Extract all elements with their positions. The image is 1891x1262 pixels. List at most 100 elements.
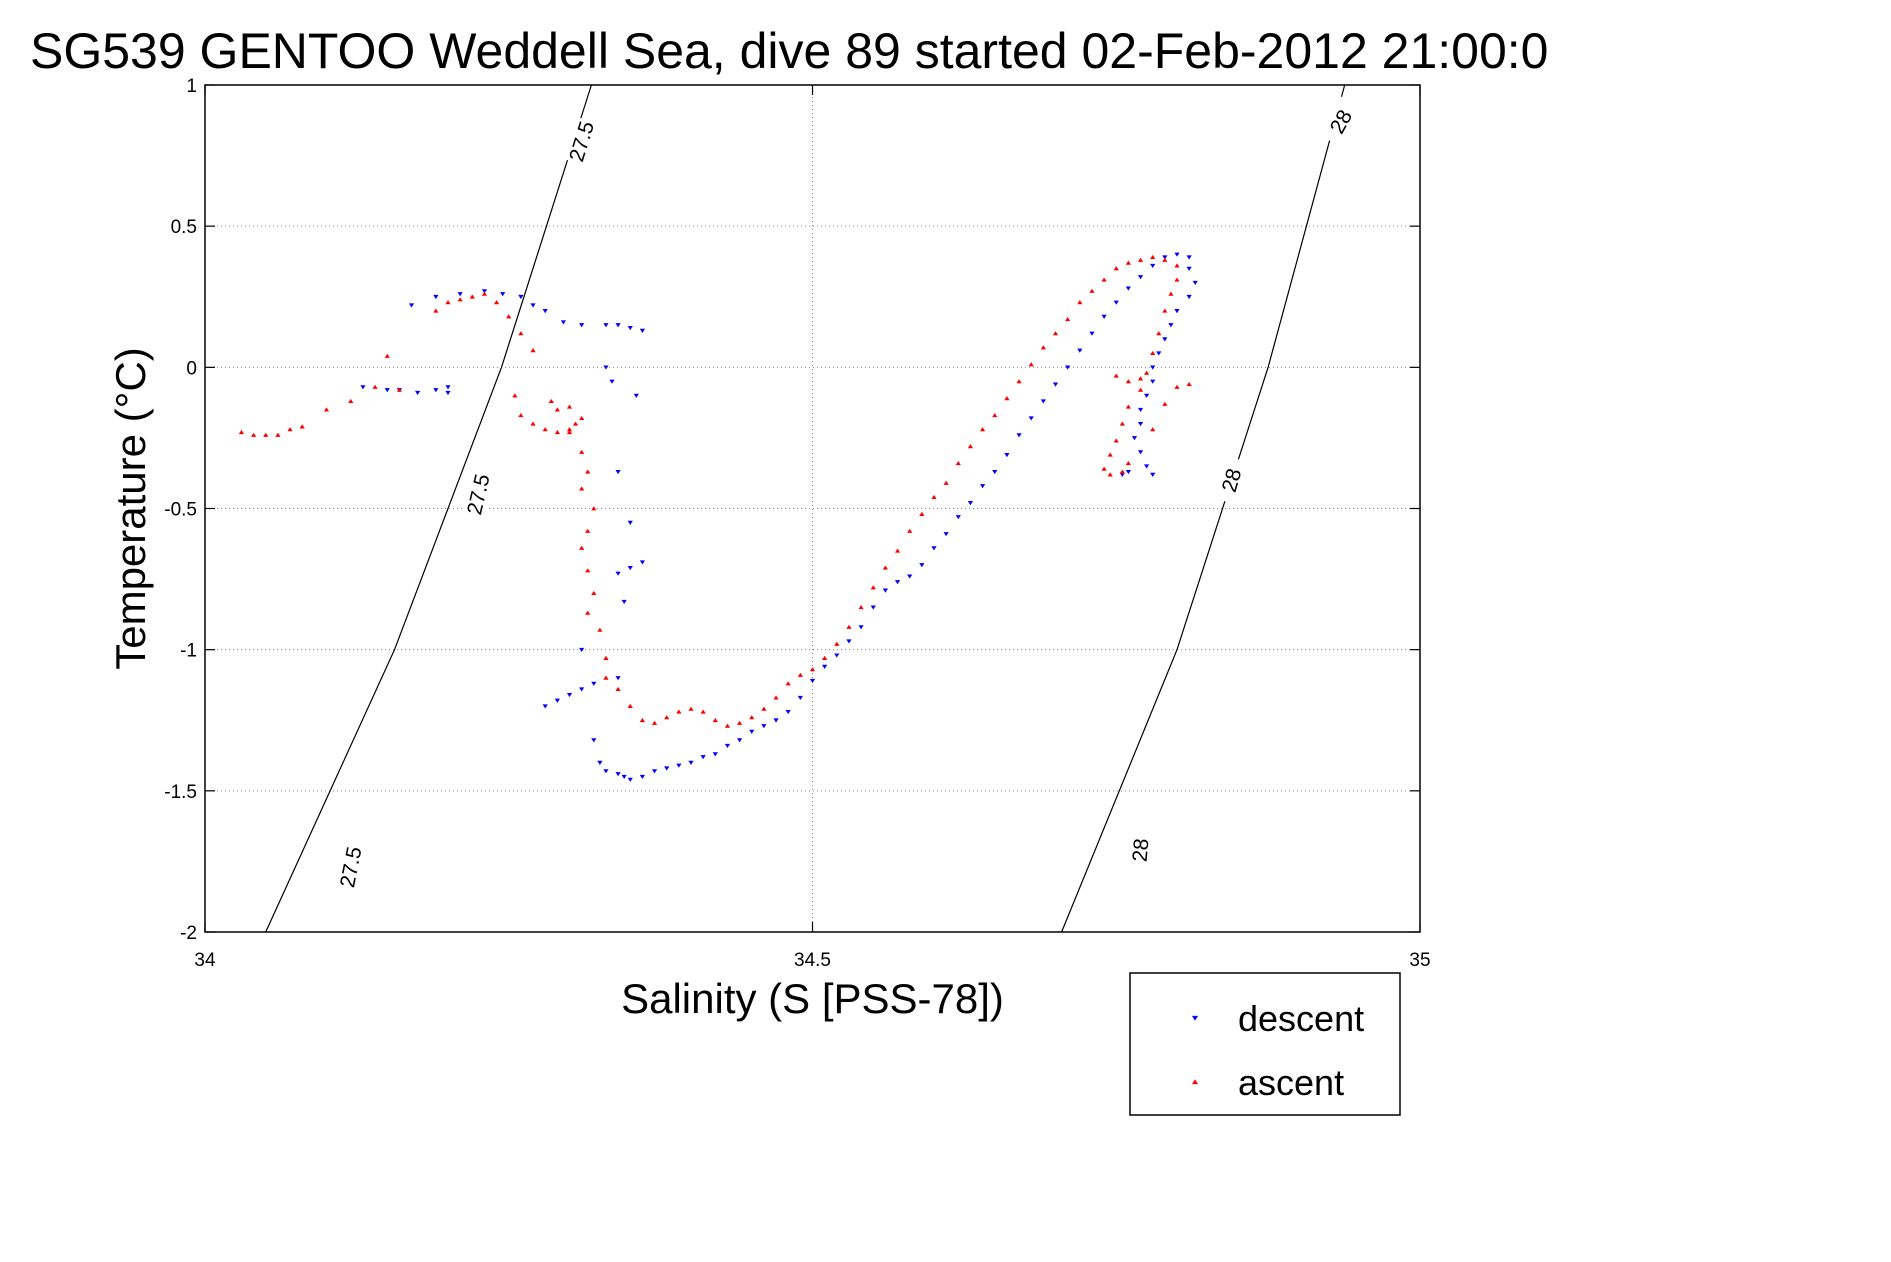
point-descent — [609, 379, 615, 384]
y-tick-label: -2 — [180, 923, 197, 944]
y-tick-label: -1 — [180, 641, 197, 662]
point-descent — [633, 393, 639, 398]
point-ascent — [554, 429, 560, 435]
point-descent — [481, 289, 488, 294]
point-descent — [1150, 263, 1156, 269]
point-descent — [846, 639, 852, 644]
point-ascent — [773, 695, 779, 700]
y-tick-label: 0.5 — [171, 217, 197, 238]
contour-labels: 27.5 27.5 27.5 28 28 28 — [333, 96, 1364, 892]
point-descent — [1052, 382, 1059, 387]
point-descent — [651, 769, 658, 774]
point-descent — [615, 469, 621, 475]
point-ascent — [1174, 263, 1180, 268]
point-ascent — [676, 709, 682, 714]
point-descent — [882, 588, 888, 593]
point-descent — [597, 760, 603, 765]
point-descent — [627, 565, 633, 571]
point-descent — [1040, 399, 1046, 404]
point-ascent — [846, 624, 852, 629]
point-ascent — [870, 585, 876, 590]
point-ascent — [566, 427, 573, 432]
point-ascent — [542, 427, 548, 432]
point-descent — [627, 520, 633, 525]
point-ascent — [639, 717, 645, 723]
point-ascent — [664, 715, 670, 720]
point-ascent — [566, 429, 573, 435]
point-ascent — [445, 300, 451, 305]
contour-label: 27.5 — [460, 470, 496, 519]
point-descent — [1028, 416, 1034, 421]
point-descent — [433, 294, 439, 300]
contour-label-text: 28 — [1129, 838, 1154, 863]
point-ascent — [992, 412, 998, 418]
chart-title: SG539 GENTOO Weddell Sea, dive 89 starte… — [30, 23, 1548, 79]
point-descent — [603, 365, 609, 370]
point-ascent — [548, 398, 554, 404]
point-ascent — [457, 297, 463, 302]
point-ascent — [894, 548, 901, 553]
point-ascent — [615, 686, 621, 692]
y-axis-title: Temperature (°C) — [107, 347, 154, 670]
x-tick-label: 34 — [194, 950, 216, 971]
point-ascent — [967, 444, 974, 449]
point-descent — [627, 777, 633, 782]
contour-line-28 — [1061, 84, 1346, 933]
point-descent — [621, 599, 627, 605]
point-descent — [1131, 436, 1138, 441]
point-ascent — [1113, 438, 1119, 443]
x-tick-label: 35 — [1409, 950, 1430, 971]
point-descent — [712, 752, 718, 757]
data-points — [238, 252, 1198, 782]
point-ascent — [749, 715, 755, 720]
point-descent — [1162, 255, 1168, 260]
point-ascent — [323, 407, 330, 412]
point-ascent — [238, 429, 245, 435]
point-ascent — [1162, 401, 1168, 406]
point-ascent — [627, 703, 633, 708]
point-descent — [1156, 351, 1162, 356]
point-descent — [542, 704, 548, 709]
grid — [204, 84, 1421, 933]
contour-label-text: 27.5 — [565, 119, 599, 165]
point-descent — [615, 323, 621, 328]
contour-label-bg — [1318, 96, 1364, 148]
point-ascent — [597, 627, 603, 632]
point-ascent — [530, 348, 536, 353]
contour-label-bg — [562, 116, 601, 167]
point-ascent — [603, 675, 609, 680]
point-descent — [627, 325, 633, 331]
point-ascent — [530, 421, 536, 426]
point-descent — [1186, 255, 1192, 260]
point-ascent — [1156, 331, 1162, 336]
point-ascent — [1107, 452, 1113, 457]
point-descent — [560, 320, 567, 325]
point-ascent — [943, 480, 949, 485]
point-ascent — [761, 706, 767, 711]
point-ascent — [919, 511, 925, 516]
point-descent — [615, 772, 621, 777]
point-descent — [591, 738, 597, 743]
point-ascent — [1150, 254, 1156, 260]
point-descent — [1119, 472, 1125, 477]
x-tick-label: 34.5 — [794, 950, 831, 971]
point-ascent — [572, 421, 579, 426]
point-ascent — [1004, 396, 1010, 401]
point-descent — [919, 563, 925, 568]
point-ascent — [1119, 421, 1125, 426]
point-descent — [554, 698, 560, 703]
contour-label: 28 — [1125, 827, 1156, 874]
point-ascent — [1125, 460, 1131, 466]
contour-label-bg — [1213, 455, 1251, 505]
point-descent — [773, 718, 779, 723]
point-ascent — [518, 412, 524, 418]
point-descent — [591, 681, 597, 686]
legend-marker-descent — [1192, 1015, 1198, 1021]
point-ascent — [1168, 291, 1174, 296]
point-ascent — [785, 681, 791, 686]
point-ascent — [1162, 308, 1168, 313]
point-ascent — [554, 407, 560, 412]
legend-label-descent: descent — [1238, 998, 1364, 1039]
point-ascent — [809, 667, 816, 672]
point-ascent — [263, 432, 269, 437]
